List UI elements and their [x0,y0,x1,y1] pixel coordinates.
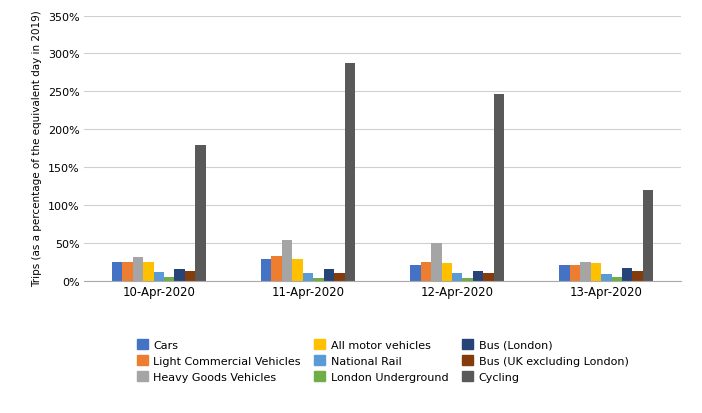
Bar [601,274,611,281]
Bar [559,265,570,281]
Bar [164,277,175,281]
Bar [112,262,122,281]
Bar [410,266,420,281]
Bar [313,279,324,281]
Bar [420,262,431,281]
Bar [611,277,622,281]
Bar [324,270,334,281]
Bar [133,257,143,281]
Bar [581,262,590,281]
Bar [185,272,195,281]
Bar [122,262,133,281]
Bar [292,259,303,281]
Bar [154,273,164,281]
Bar [272,256,282,281]
Bar [570,266,581,281]
Bar [633,272,643,281]
Bar [643,190,654,281]
Bar [175,270,185,281]
Bar [303,273,313,281]
Bar [261,260,272,281]
Bar [590,263,601,281]
Bar [494,95,504,281]
Bar [452,273,463,281]
Bar [442,263,452,281]
Bar [143,262,154,281]
Bar [483,273,494,281]
Bar [195,146,206,281]
Bar [431,244,442,281]
Bar [334,273,345,281]
Bar [282,240,292,281]
Y-axis label: Trips (as a percentage of the equivalent day in 2019): Trips (as a percentage of the equivalent… [32,11,42,287]
Bar [473,272,483,281]
Bar [345,64,355,281]
Bar [622,268,633,281]
Legend: Cars, Light Commercial Vehicles, Heavy Goods Vehicles, All motor vehicles, Natio: Cars, Light Commercial Vehicles, Heavy G… [131,334,634,387]
Bar [463,279,473,281]
